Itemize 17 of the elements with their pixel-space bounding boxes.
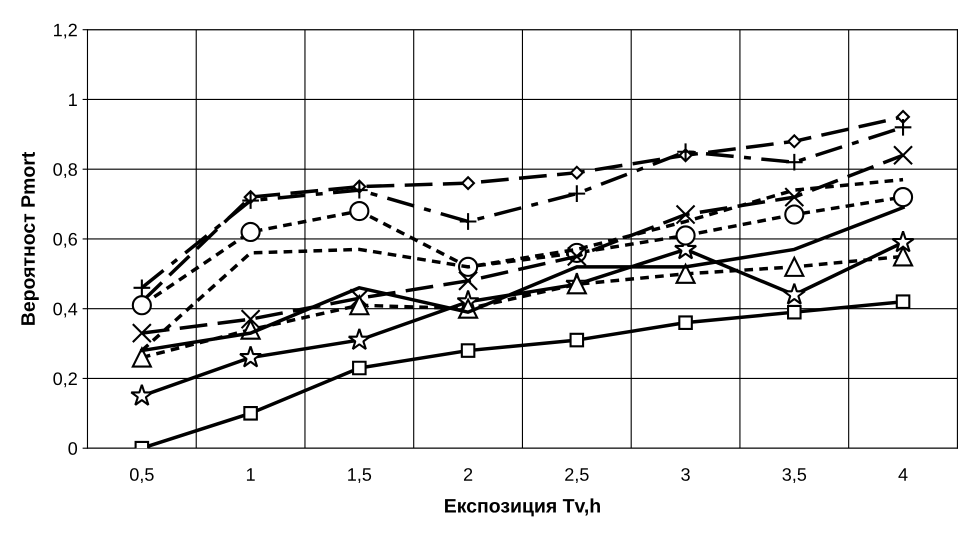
x-tick-label: 2,5: [565, 468, 589, 484]
y-tick-label: 1: [69, 94, 77, 106]
y-tick-label: 1,2: [54, 24, 77, 39]
y-tick-label: 0,4: [53, 302, 78, 318]
x-tick-label: 3,5: [782, 468, 806, 484]
y-tick-label: 0,8: [53, 163, 77, 178]
y-tick-label: 0,2: [53, 372, 77, 388]
x-tick-label: 4: [898, 468, 908, 481]
y-tick-label: 0: [68, 442, 78, 455]
x-tick-label: 2: [464, 468, 472, 481]
x-tick-label: 1,5: [348, 468, 372, 484]
x-axis-title: Експозиция Tv,h: [445, 498, 600, 516]
x-tick-label: 3: [681, 468, 690, 481]
y-axis-title: Вероятност Pmort: [21, 152, 39, 325]
y-tick-label: 0,6: [53, 232, 77, 248]
x-tick-label: 0,5: [130, 468, 154, 484]
x-tick-label: 1: [246, 468, 255, 481]
